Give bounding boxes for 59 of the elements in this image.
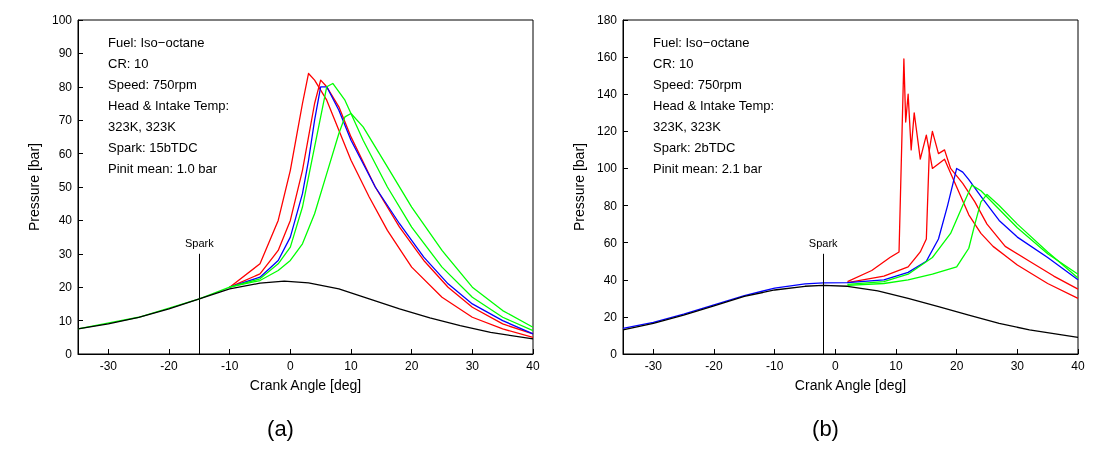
- y-tick-label: 100: [596, 161, 618, 176]
- x-tick-label: 40: [1071, 359, 1085, 373]
- annotation: Fuel: Iso−octane: [108, 35, 205, 50]
- text: (b): [812, 415, 839, 441]
- x-tick-label: 0: [831, 359, 839, 373]
- annotation: 323K, 323K: [653, 119, 722, 134]
- annotation: Pinit mean: 1.0 bar: [108, 161, 218, 176]
- y-tick-label: 60: [603, 235, 618, 250]
- annotation: 323K, 323K: [108, 119, 177, 134]
- x-tick-label: 0: [286, 359, 294, 373]
- y-tick-label: 60: [58, 146, 73, 161]
- x-tick-label: 20: [949, 359, 964, 373]
- y-tick-label: 30: [58, 246, 73, 261]
- x-tick-label: 20: [404, 359, 419, 373]
- annotation: Head & Intake Temp:: [108, 98, 230, 113]
- y-tick-label: 120: [596, 124, 618, 139]
- y-tick-label: 50: [58, 180, 73, 194]
- annotation: Speed: 750rpm: [108, 77, 197, 92]
- y-tick-label: 20: [603, 309, 618, 324]
- x-axis-title: Crank Angle [deg]: [249, 377, 362, 393]
- annotation: Fuel: Iso−octane: [653, 35, 750, 50]
- y-tick-label: 80: [603, 198, 618, 213]
- text: (a): [267, 415, 294, 441]
- annotation: Pinit mean: 2.1 bar: [653, 161, 763, 176]
- annotation: CR: 10: [653, 56, 694, 71]
- y-tick-label: 40: [58, 213, 73, 228]
- x-tick-label: -10: [220, 359, 239, 373]
- x-tick-label: -30: [99, 359, 118, 373]
- y-tick-label: 100: [51, 13, 73, 27]
- y-tick-label: 0: [610, 347, 618, 361]
- x-tick-label: -10: [765, 359, 784, 373]
- annotation: Head & Intake Temp:: [653, 98, 775, 113]
- annotation: CR: 10: [108, 56, 149, 71]
- ref-line-label: Spark: [808, 237, 839, 250]
- y-tick-label: 80: [58, 79, 73, 94]
- annotation: Spark: 15bTDC: [108, 140, 198, 155]
- y-tick-label: 70: [58, 113, 73, 128]
- y-tick-label: 0: [65, 347, 73, 361]
- y-tick-label: 20: [58, 280, 73, 295]
- y-tick-label: 180: [596, 13, 618, 27]
- y-axis-title: Pressure [bar]: [571, 143, 588, 231]
- x-tick-label: 40: [526, 359, 540, 373]
- y-tick-label: 160: [596, 50, 618, 65]
- y-tick-label: 140: [596, 87, 618, 102]
- x-tick-label: 30: [465, 359, 480, 373]
- y-tick-label: 40: [603, 272, 618, 287]
- ref-line-label: Spark: [184, 237, 215, 250]
- annotation: Spark: 2bTDC: [653, 140, 736, 155]
- x-tick-label: 10: [889, 359, 903, 373]
- annotation: Speed: 750rpm: [653, 77, 742, 92]
- y-axis-title: Pressure [bar]: [26, 143, 43, 231]
- y-tick-label: 90: [58, 46, 73, 61]
- x-tick-label: 30: [1010, 359, 1025, 373]
- x-tick-label: -20: [705, 359, 723, 373]
- x-tick-label: -30: [644, 359, 663, 373]
- x-tick-label: 10: [344, 359, 358, 373]
- y-tick-label: 10: [58, 313, 73, 328]
- x-axis-title: Crank Angle [deg]: [794, 377, 907, 393]
- x-tick-label: -20: [160, 359, 178, 373]
